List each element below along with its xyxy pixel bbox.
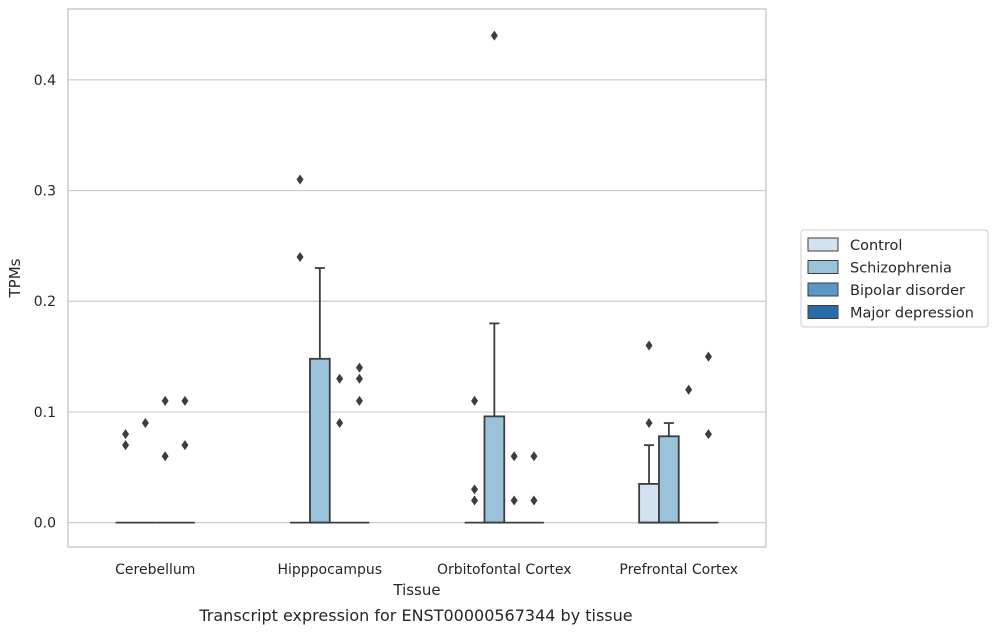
outlier-point — [530, 451, 538, 462]
outlier-point — [336, 418, 344, 429]
legend-swatch — [807, 282, 839, 297]
outlier-point — [645, 418, 653, 429]
legend-swatch — [807, 237, 839, 252]
legend-swatch — [807, 260, 839, 274]
outlier-point — [685, 384, 693, 395]
legend-label: Control — [850, 238, 902, 254]
x-tick-label: Prefrontal Cortex — [619, 562, 738, 578]
outlier-point — [510, 451, 518, 462]
outlier-point — [336, 373, 344, 384]
box-0-3 — [638, 444, 660, 524]
y-tick-label: 0.0 — [34, 516, 56, 532]
outlier-point — [510, 495, 518, 506]
outlier-point — [471, 484, 479, 495]
y-tick-label: 0.2 — [34, 294, 56, 310]
legend-label: Bipolar disorder — [850, 283, 965, 299]
outlier-point — [181, 440, 189, 451]
outlier-point — [355, 362, 363, 373]
outliers-layer — [122, 30, 712, 506]
legend-label: Major depression — [850, 306, 974, 322]
outlier-point — [471, 395, 479, 406]
box-body — [658, 435, 680, 524]
box-1-1 — [309, 267, 331, 524]
outlier-point — [704, 351, 712, 362]
outlier-point — [490, 30, 498, 41]
box-1-3 — [658, 422, 680, 524]
legend: Control Schizophrenia Bipolar disorder Majo… — [800, 229, 989, 328]
outlier-point — [645, 340, 653, 351]
legend-frame — [800, 229, 989, 328]
outlier-point — [161, 451, 169, 462]
box-body — [483, 415, 506, 524]
y-tick-label: 0.4 — [34, 73, 56, 89]
chart-caption: Transcript expression for ENST0000056734… — [199, 606, 633, 625]
outlier-point — [296, 251, 304, 262]
legend-item: Schizophrenia — [807, 260, 952, 277]
outlier-point — [161, 395, 169, 406]
outlier-point — [530, 495, 538, 506]
legend-item: Control — [807, 237, 902, 254]
outlier-point — [355, 395, 363, 406]
outlier-point — [296, 174, 304, 185]
legend-label: Schizophrenia — [850, 261, 952, 277]
legend-item: Bipolar disorder — [807, 282, 965, 299]
legend-item: Major depression — [807, 305, 974, 322]
outlier-point — [471, 495, 479, 506]
x-axis-label: Tissue — [392, 581, 440, 599]
x-tick-labels: Cerebellum Hipppocampus Orbitofontal Corte… — [115, 562, 738, 578]
outlier-point — [122, 440, 130, 451]
box-body — [309, 357, 331, 524]
x-tick-label: Orbitofontal Cortex — [437, 562, 572, 578]
boxes-layer — [115, 267, 719, 524]
legend-swatch — [807, 305, 839, 319]
box-body — [638, 483, 660, 524]
y-axis-label: TPMs — [6, 258, 24, 298]
outlier-point — [141, 418, 149, 429]
x-tick-label: Hipppocampus — [277, 562, 382, 578]
outlier-point — [122, 429, 130, 440]
plot-area-frame — [67, 8, 767, 548]
x-tick-label: Cerebellum — [115, 562, 195, 578]
box-1-2 — [483, 322, 506, 524]
y-tick-labels: 0.0 0.1 0.2 0.3 0.4 — [34, 73, 56, 532]
y-tick-label: 0.1 — [34, 405, 56, 421]
outlier-point — [181, 395, 189, 406]
outlier-point — [355, 373, 363, 384]
y-tick-label: 0.3 — [34, 184, 56, 200]
outlier-point — [704, 429, 712, 440]
